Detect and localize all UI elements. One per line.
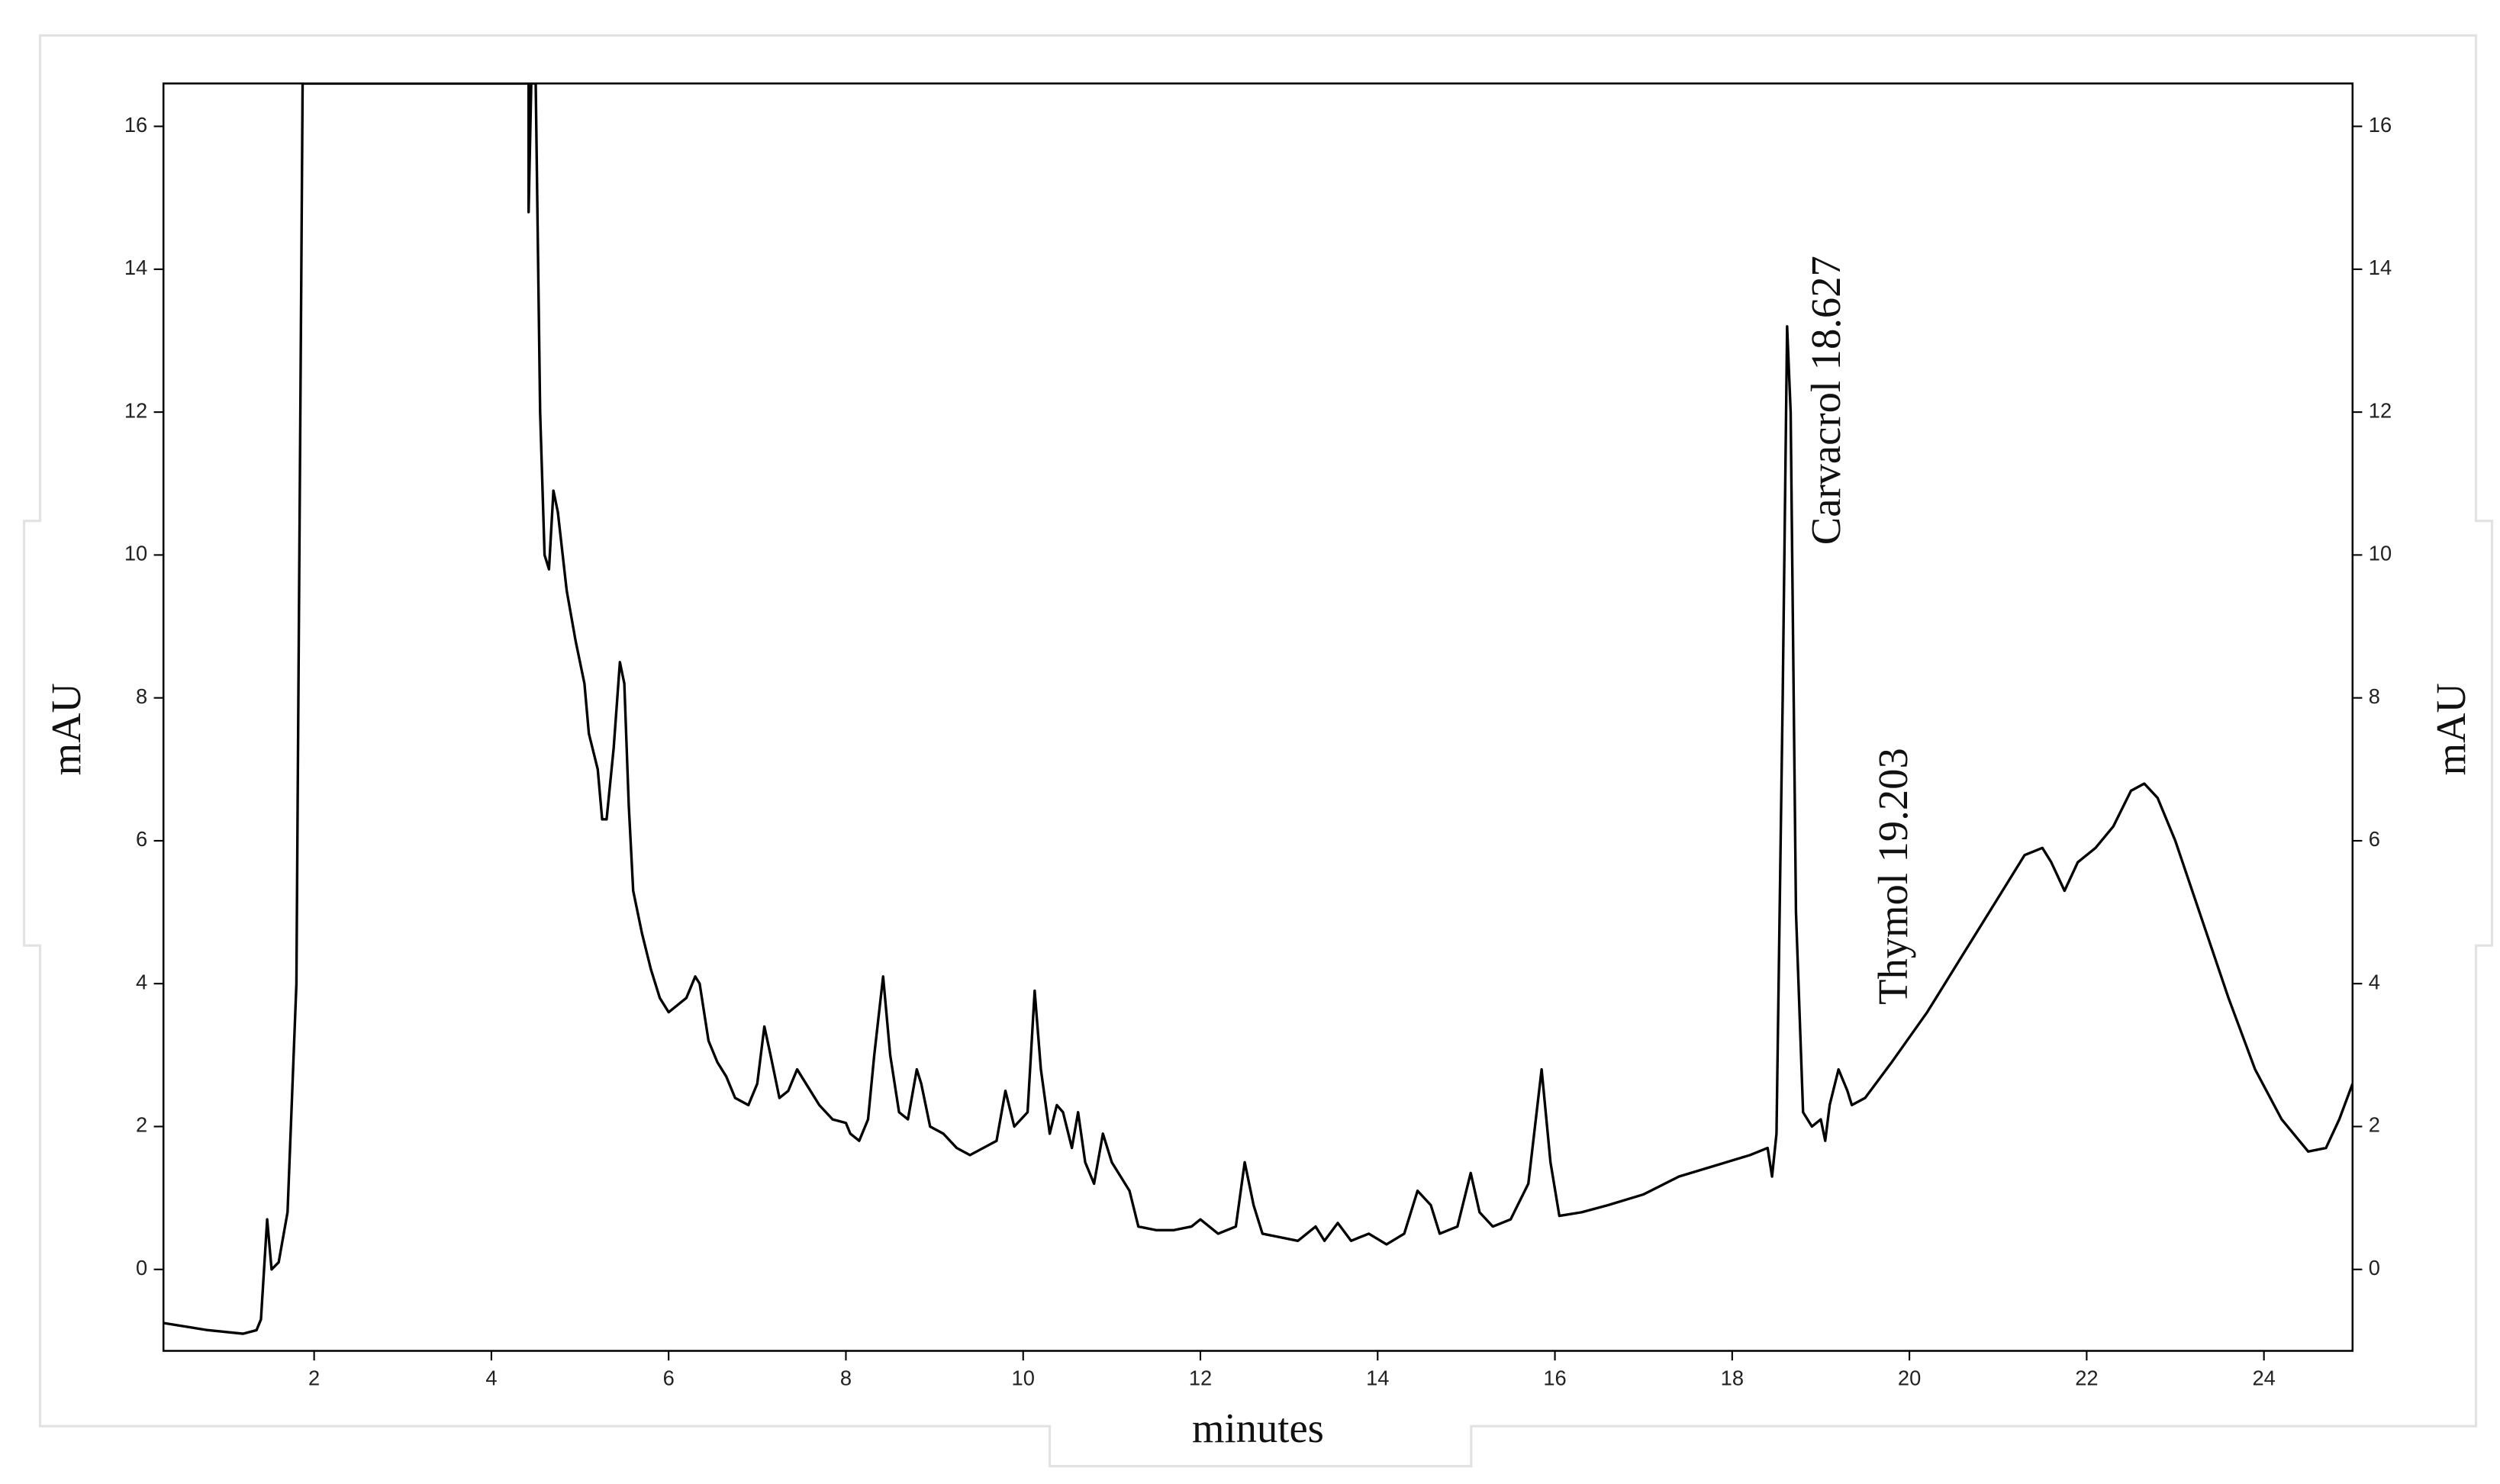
x-tick-label: 22 (2075, 1367, 2098, 1390)
peak-annotation: Carvacrol 18.627 (1803, 256, 1849, 545)
y2-tick-label: 2 (2369, 1113, 2380, 1137)
y2-tick-label: 8 (2369, 684, 2380, 708)
y-tick-label: 0 (136, 1256, 147, 1280)
y2-tick-label: 16 (2369, 113, 2392, 137)
y-tick-label: 10 (124, 542, 147, 565)
x-tick-label: 4 (485, 1367, 497, 1390)
x-tick-label: 12 (1189, 1367, 1212, 1390)
x-tick-label: 20 (1898, 1367, 1921, 1390)
y-tick-label: 2 (136, 1113, 147, 1137)
x-axis-label: minutes (1192, 1405, 1324, 1451)
x-tick-label: 10 (1012, 1367, 1035, 1390)
y-axis-label: mAU (43, 683, 89, 775)
y-tick-label: 8 (136, 684, 147, 708)
x-tick-label: 18 (1721, 1367, 1744, 1390)
y-tick-label: 4 (136, 970, 147, 993)
x-tick-label: 24 (2252, 1367, 2275, 1390)
x-tick-label: 6 (663, 1367, 675, 1390)
x-tick-label: 14 (1366, 1367, 1389, 1390)
y2-tick-label: 6 (2369, 827, 2380, 851)
y-tick-label: 12 (124, 398, 147, 422)
x-tick-label: 16 (1543, 1367, 1566, 1390)
peak-annotation: Thymol 19.203 (1870, 748, 1916, 1005)
frame (22, 34, 2494, 1468)
trace (163, 83, 2353, 1335)
x-tick-label: 2 (308, 1367, 320, 1390)
y2-tick-label: 0 (2369, 1256, 2380, 1280)
plot-border (162, 82, 2354, 1352)
y2-axis-label: mAU (2428, 683, 2474, 775)
y-tick-label: 16 (124, 113, 147, 137)
y2-tick-label: 4 (2369, 970, 2380, 993)
y-tick-label: 6 (136, 827, 147, 851)
y-tick-label: 14 (124, 256, 147, 279)
y2-tick-label: 14 (2369, 256, 2392, 279)
y2-tick-label: 10 (2369, 542, 2392, 565)
x-tick-label: 8 (840, 1367, 852, 1390)
y2-tick-label: 12 (2369, 398, 2392, 422)
